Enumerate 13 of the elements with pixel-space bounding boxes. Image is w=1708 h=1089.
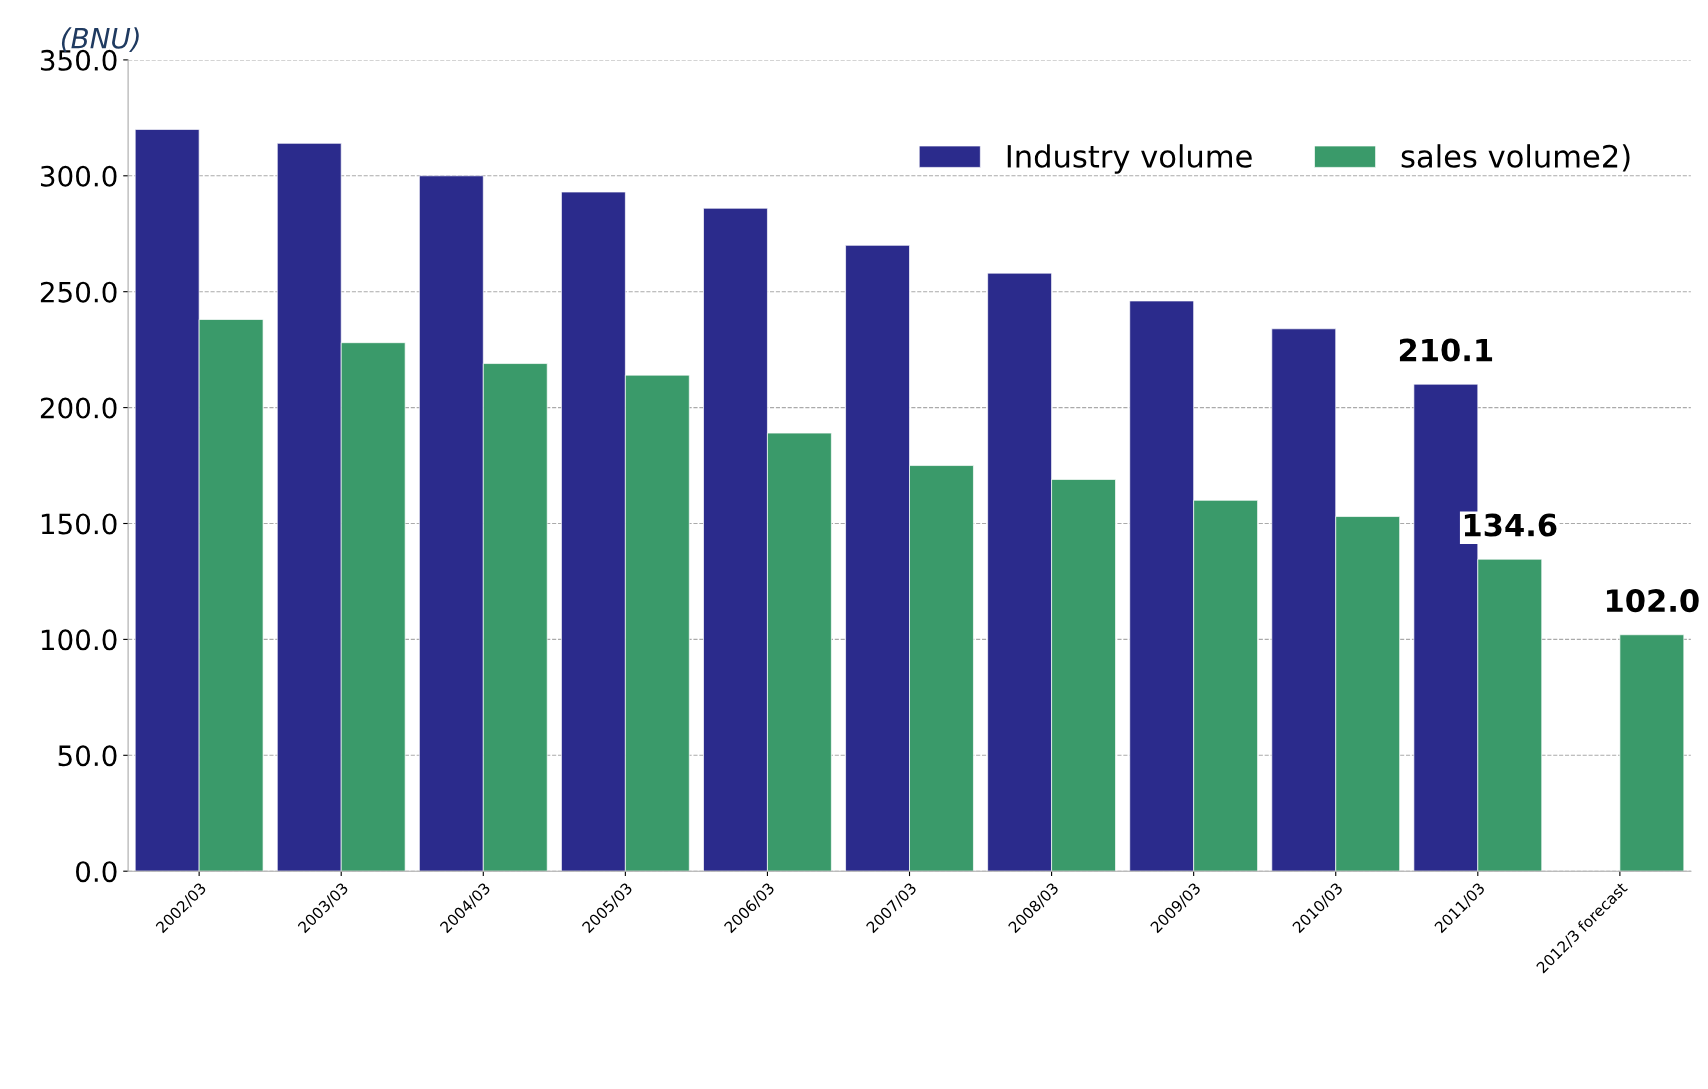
data-label: 134.6	[1464, 513, 1557, 537]
data-label: 210.1	[1399, 338, 1493, 362]
legend-label: sales volume2)	[1401, 144, 1630, 172]
y-tick-label: 200.0	[40, 397, 117, 419]
y-tick-label: 50.0	[58, 745, 117, 767]
data-label: 102.0	[1606, 589, 1699, 613]
y-tick-label: 150.0	[41, 513, 117, 535]
y-tick-label: 0.0	[76, 861, 117, 883]
y-tick-label: 300.0	[40, 165, 117, 187]
bar	[1619, 634, 1685, 872]
legend-label: Industry volume	[1007, 144, 1252, 174]
y-tick-label: 250.0	[40, 281, 117, 303]
y-tick-label: 100.0	[41, 629, 117, 651]
